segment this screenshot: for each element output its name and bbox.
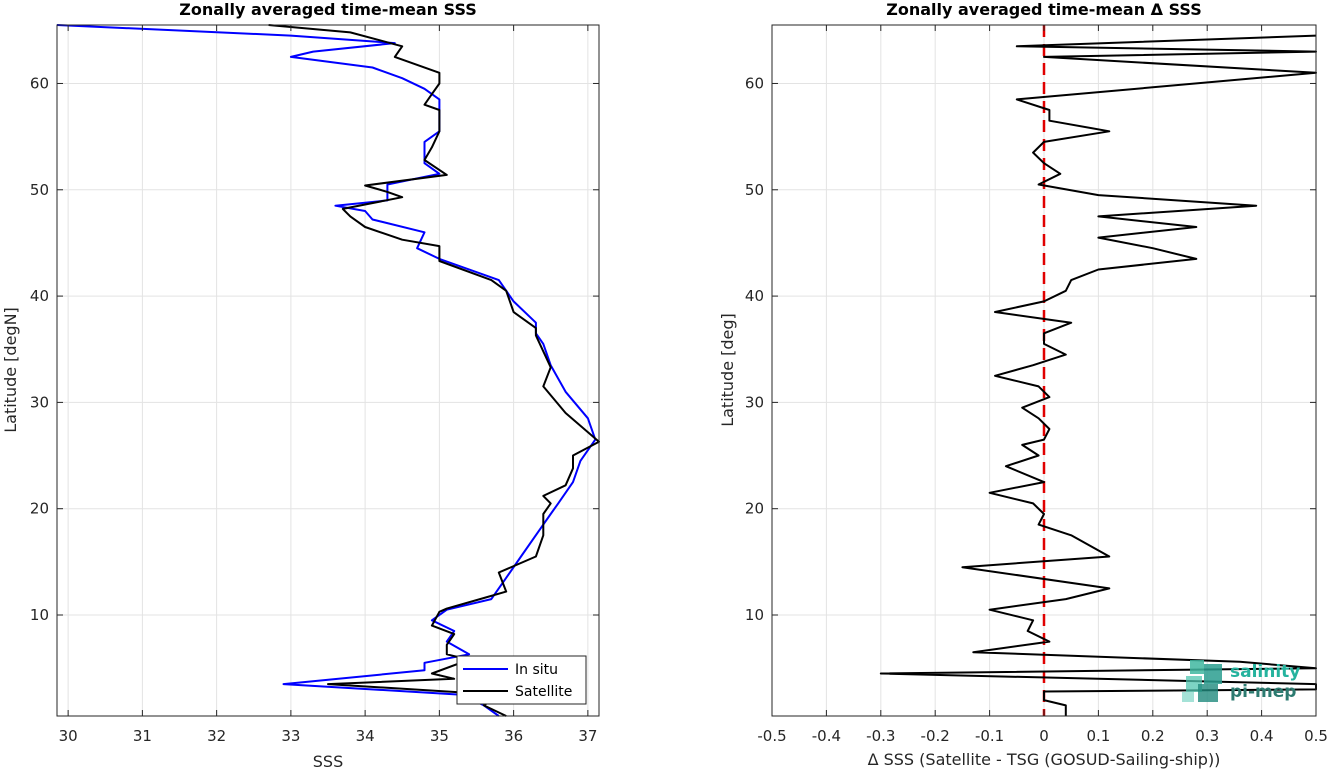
- left-x-axis-label: SSS: [313, 752, 343, 770]
- right-x-tick-label: -0.4: [812, 727, 841, 745]
- left-x-tick-label: 32: [207, 727, 226, 745]
- right-x-tick-label: 0.4: [1250, 727, 1274, 745]
- left-chart-title: Zonally averaged time-mean SSS: [179, 0, 477, 19]
- right-y-tick-label: 50: [745, 181, 764, 199]
- salinity-pi-mep-logo: salinity pi-mep: [1182, 660, 1300, 702]
- left-axes: 30 31 32 33 34 35 36 37 10 20 30 40 50 60 Zonally ave…: [1, 0, 600, 770]
- left-y-tick-label: 40: [30, 287, 49, 305]
- left-y-tick-label: 50: [30, 181, 49, 199]
- left-x-tick-label: 33: [281, 727, 300, 745]
- right-x-tick-label: -0.5: [757, 727, 786, 745]
- right-x-tick-label: 0.1: [1086, 727, 1110, 745]
- right-y-tick-label: 60: [745, 74, 764, 92]
- left-y-axis-label: Latitude [degN]: [1, 307, 20, 433]
- left-y-tick-label: 30: [30, 393, 49, 411]
- right-y-tick-label: 10: [745, 606, 764, 624]
- legend: In situ Satellite: [456, 655, 587, 705]
- logo-mark-icon: [1182, 660, 1222, 702]
- right-axes: -0.5 -0.4 -0.3 -0.2 -0.1 0 0.1 0.2 0.3 0.4 0.5 10 20…: [718, 0, 1328, 769]
- right-x-tick-label: 0.2: [1141, 727, 1165, 745]
- right-series-line-series-0: [879, 34, 1317, 716]
- left-x-tick-label: 34: [356, 727, 375, 745]
- left-x-tick-label: 31: [133, 727, 152, 745]
- right-x-tick-label: 0.3: [1195, 727, 1219, 745]
- right-x-tick-label: -0.2: [921, 727, 950, 745]
- left-grid: [57, 25, 599, 716]
- left-ticks: 30 31 32 33 34 35 36 37 10 20 30 40 50 60: [30, 25, 599, 745]
- left-axes-frame: [56, 24, 600, 717]
- right-ticks: -0.5 -0.4 -0.3 -0.2 -0.1 0 0.1 0.2 0.3 0.4 0.5 10 20…: [745, 25, 1328, 745]
- right-x-tick-label: -0.3: [866, 727, 895, 745]
- left-y-tick-label: 20: [30, 500, 49, 518]
- right-y-axis-label: Latitude [deg]: [718, 313, 737, 427]
- left-series: [56, 24, 600, 717]
- right-x-tick-label: 0.5: [1304, 727, 1328, 745]
- logo-text-line2: pi-mep: [1230, 682, 1296, 702]
- right-x-tick-label: -0.1: [975, 727, 1004, 745]
- legend-box: [456, 655, 587, 705]
- right-series: [879, 25, 1317, 716]
- legend-label-satellite: Satellite: [515, 684, 572, 700]
- right-y-tick-label: 20: [745, 500, 764, 518]
- left-y-tick-label: 60: [30, 74, 49, 92]
- left-x-tick-label: 36: [504, 727, 523, 745]
- left-x-tick-label: 37: [578, 727, 597, 745]
- logo-text-line1: salinity: [1230, 662, 1300, 682]
- left-x-tick-label: 35: [430, 727, 449, 745]
- legend-label-in-situ: In situ: [515, 662, 558, 678]
- left-x-tick-label: 30: [59, 727, 78, 745]
- right-chart-title: Zonally averaged time-mean Δ SSS: [886, 0, 1202, 19]
- right-x-tick-label: 0: [1039, 727, 1049, 745]
- right-y-tick-label: 40: [745, 287, 764, 305]
- right-x-axis-label: Δ SSS (Satellite - TSG (GOSUD-Sailing-sh…: [868, 750, 1221, 769]
- right-y-tick-label: 30: [745, 393, 764, 411]
- left-series-line-satellite: [268, 24, 600, 717]
- left-y-tick-label: 10: [30, 606, 49, 624]
